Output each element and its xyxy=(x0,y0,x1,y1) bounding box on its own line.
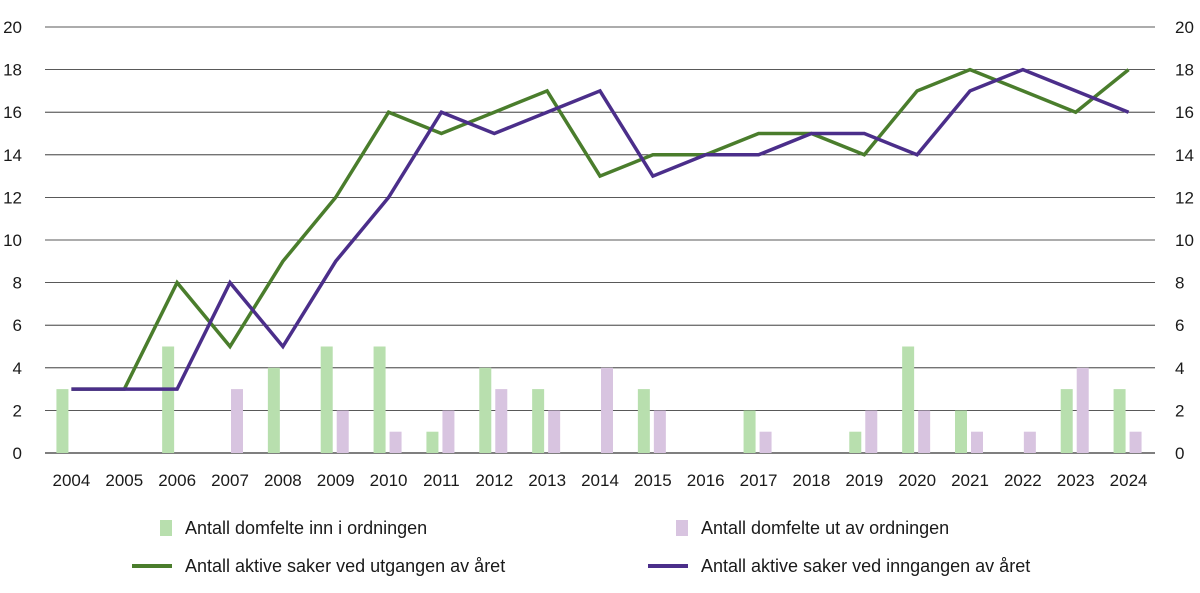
legend-swatch-bar-inn xyxy=(160,520,172,536)
y-tick-label-right: 0 xyxy=(1175,444,1184,463)
y-tick-label-left: 10 xyxy=(3,231,22,250)
bar-ut xyxy=(601,367,613,453)
x-tick-label: 2021 xyxy=(951,471,989,490)
x-tick-label: 2015 xyxy=(634,471,672,490)
x-tick-label: 2018 xyxy=(793,471,831,490)
bar-inn xyxy=(162,346,175,453)
bar-ut xyxy=(495,389,508,453)
bar-inn xyxy=(849,431,862,453)
y-tick-label-left: 6 xyxy=(13,316,22,335)
bar-ut xyxy=(971,431,983,453)
legend-label-line-utgangen: Antall aktive saker ved utgangen av året xyxy=(185,556,505,576)
bar-inn xyxy=(426,431,439,453)
x-tick-label: 2006 xyxy=(158,471,196,490)
y-tick-label-left: 2 xyxy=(13,401,22,420)
bar-ut xyxy=(231,389,243,453)
y-tick-label-left: 14 xyxy=(3,146,22,165)
legend-swatch-bar-ut xyxy=(676,520,688,536)
y-tick-label-right: 4 xyxy=(1175,359,1184,378)
lines xyxy=(71,67,1130,391)
bar-inn xyxy=(955,410,967,453)
bar-ut xyxy=(865,410,878,453)
bar-inn xyxy=(373,346,386,453)
x-tick-label: 2014 xyxy=(581,471,619,490)
y-tick-label-left: 4 xyxy=(13,359,22,378)
x-tick-label: 2004 xyxy=(53,471,91,490)
x-tick-label: 2007 xyxy=(211,471,249,490)
line-utgangen xyxy=(71,67,1130,391)
y-tick-label-right: 12 xyxy=(1175,188,1194,207)
x-tick-label: 2008 xyxy=(264,471,302,490)
bar-ut xyxy=(442,410,455,453)
x-tick-label: 2016 xyxy=(687,471,725,490)
bar-ut xyxy=(653,410,666,453)
bar-inn xyxy=(1060,389,1073,453)
y-tick-label-right: 16 xyxy=(1175,103,1194,122)
x-tick-label: 2019 xyxy=(845,471,883,490)
bar-ut xyxy=(389,431,402,453)
y-tick-label-right: 8 xyxy=(1175,274,1184,293)
y-tick-label-right: 20 xyxy=(1175,18,1194,37)
bar-inn xyxy=(56,389,69,453)
y-tick-label-right: 6 xyxy=(1175,316,1184,335)
legend-label-bar-inn: Antall domfelte inn i ordningen xyxy=(185,518,427,538)
x-tick-label: 2005 xyxy=(105,471,143,490)
y-tick-label-left: 0 xyxy=(13,444,22,463)
y-axis-left: 0 2 4 6 8 10 12 14 16 18 20 xyxy=(3,18,22,463)
bar-inn xyxy=(902,346,915,453)
bar-ut xyxy=(1076,367,1089,453)
y-tick-label-right: 18 xyxy=(1175,61,1194,80)
y-axis-right: 0 2 4 6 8 10 12 14 16 18 20 xyxy=(1175,18,1194,463)
y-tick-label-right: 10 xyxy=(1175,231,1194,250)
y-tick-label-left: 20 xyxy=(3,18,22,37)
x-tick-label: 2012 xyxy=(475,471,513,490)
y-tick-label-left: 16 xyxy=(3,103,22,122)
x-tick-label: 2010 xyxy=(370,471,408,490)
y-tick-label-left: 18 xyxy=(3,61,22,80)
y-tick-label-right: 2 xyxy=(1175,401,1184,420)
x-tick-label: 2023 xyxy=(1057,471,1095,490)
bar-inn xyxy=(267,367,280,453)
bar-ut xyxy=(548,410,561,453)
bar-ut xyxy=(759,431,772,453)
bar-inn xyxy=(637,389,650,453)
x-tick-label: 2020 xyxy=(898,471,936,490)
bar-inn xyxy=(320,346,333,453)
bars xyxy=(56,346,1142,453)
x-tick-label: 2013 xyxy=(528,471,566,490)
bar-inn xyxy=(532,389,545,453)
line-inngangen xyxy=(71,67,1130,391)
x-axis: 2004 2005 2006 2007 2008 2009 2010 2011 2012 2013… xyxy=(53,471,1148,490)
x-tick-label: 2009 xyxy=(317,471,355,490)
x-tick-label: 2022 xyxy=(1004,471,1042,490)
bar-ut xyxy=(918,410,931,453)
bar-inn xyxy=(1113,389,1126,453)
legend: Antall domfelte inn i ordningen Antall d… xyxy=(132,518,1030,576)
y-tick-label-left: 12 xyxy=(3,188,22,207)
bar-ut xyxy=(1129,431,1142,453)
legend-label-line-inngangen: Antall aktive saker ved inngangen av åre… xyxy=(701,556,1030,576)
bar-inn xyxy=(479,367,492,453)
y-tick-label-left: 8 xyxy=(13,274,22,293)
bar-ut xyxy=(336,410,349,453)
x-tick-label: 2017 xyxy=(740,471,778,490)
y-tick-label-right: 14 xyxy=(1175,146,1194,165)
x-tick-label: 2011 xyxy=(423,471,460,490)
legend-label-bar-ut: Antall domfelte ut av ordningen xyxy=(701,518,949,538)
bar-ut xyxy=(1023,431,1036,453)
bar-inn xyxy=(743,410,756,453)
x-tick-label: 2024 xyxy=(1110,471,1148,490)
